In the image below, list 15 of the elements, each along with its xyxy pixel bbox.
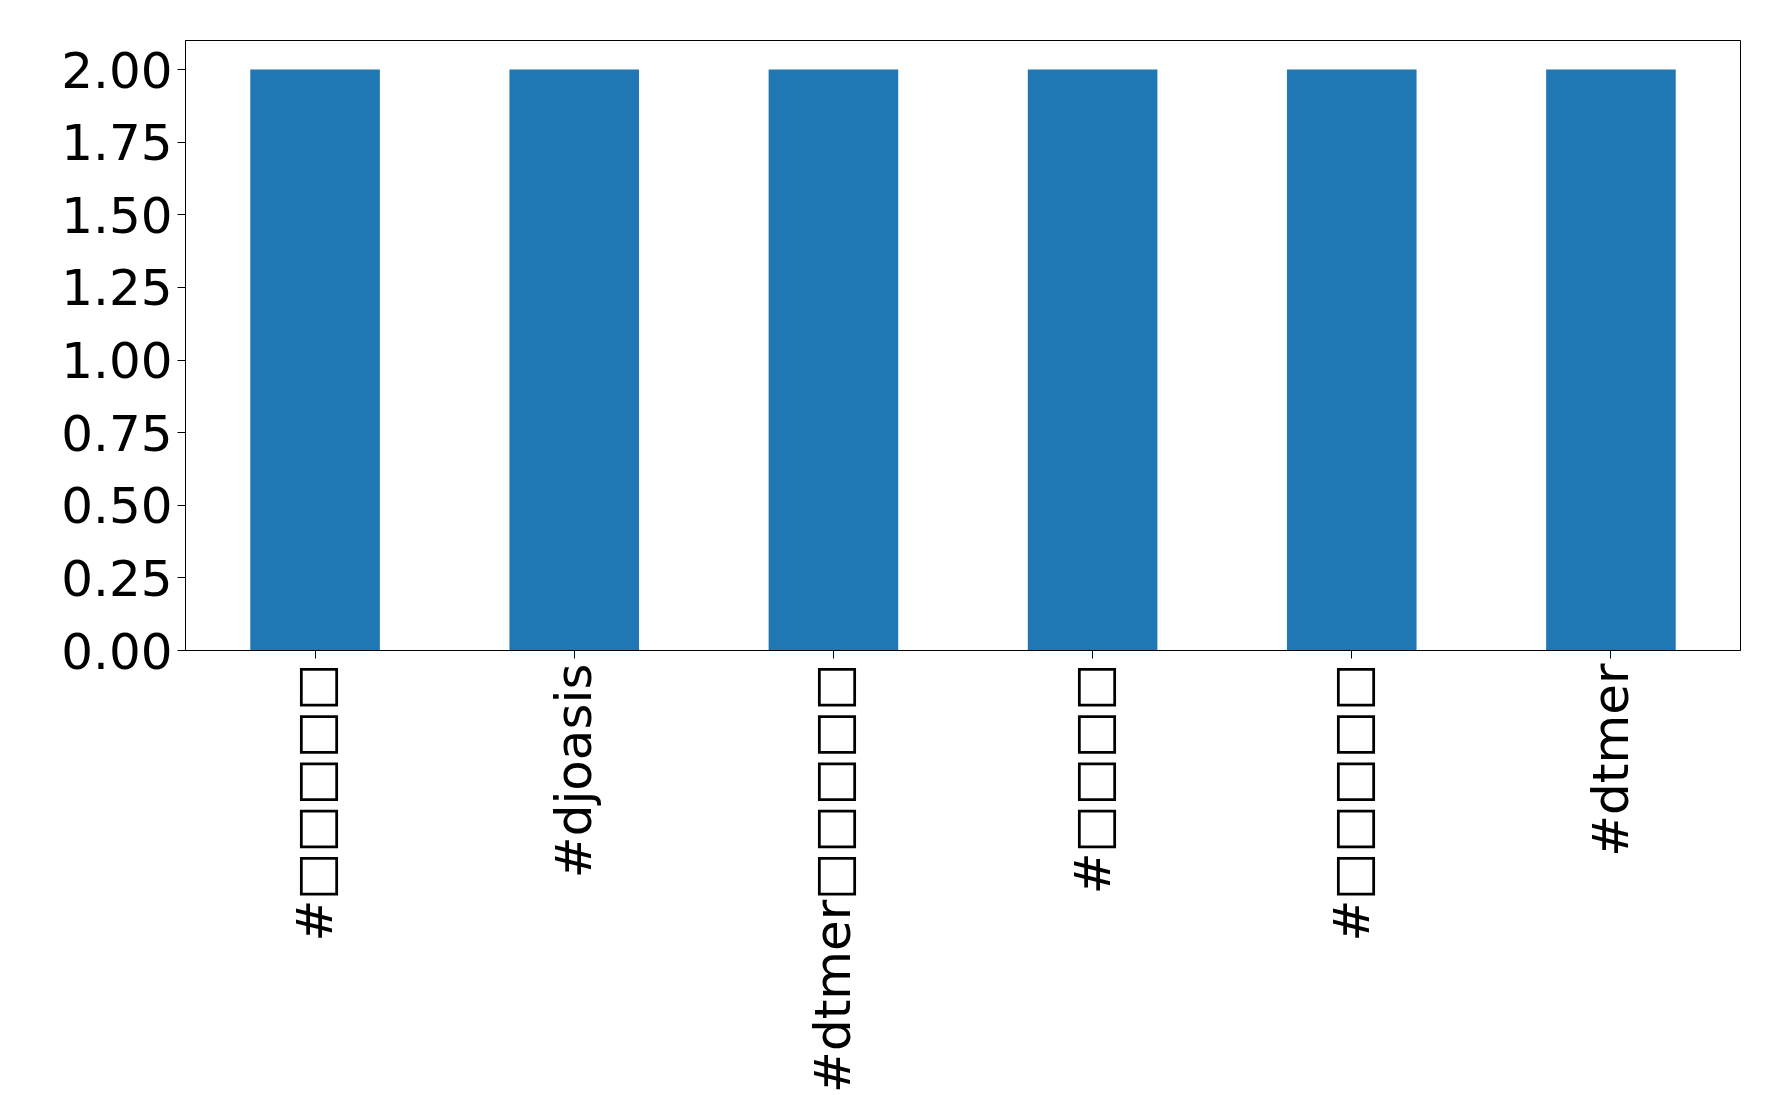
y-tick-label: 0.75 — [61, 404, 173, 463]
x-tick-label: #djoasis — [545, 663, 604, 879]
x-tick-label: #dtmer□□□□□ — [804, 663, 863, 1093]
y-tick-label: 1.50 — [61, 186, 173, 245]
y-tick-label: 0.25 — [61, 549, 173, 608]
x-tick-label: #dtmer — [1581, 663, 1640, 857]
x-tick-label: #□□□□□ — [286, 663, 345, 942]
y-tick-label: 0.00 — [61, 622, 173, 681]
y-tick-label: 1.75 — [61, 114, 173, 173]
x-tick-label: #□□□□□ — [1322, 663, 1381, 942]
y-tick-label: 2.00 — [61, 41, 173, 100]
y-tick-label: 0.50 — [61, 477, 173, 536]
y-tick-label: 1.00 — [61, 332, 173, 391]
x-tick-label: #□□□□ — [1063, 663, 1122, 895]
y-tick-label: 1.25 — [61, 259, 173, 318]
